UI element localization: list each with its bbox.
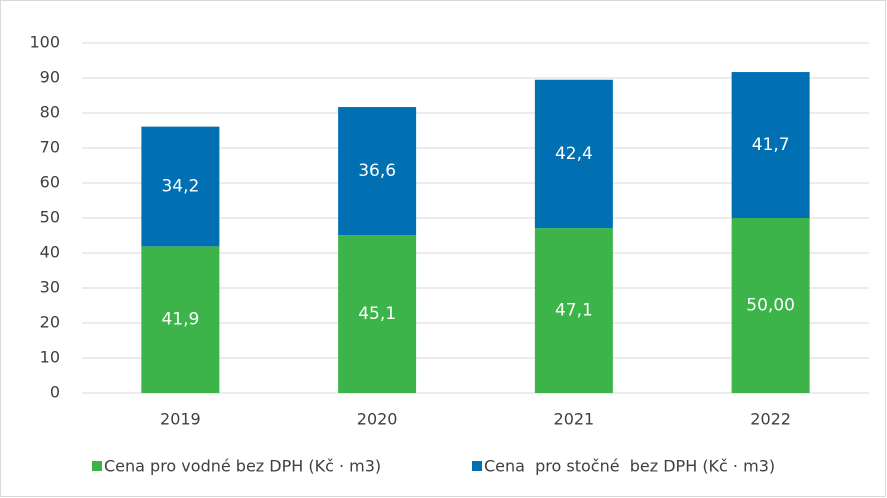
- bar-segment: [338, 235, 417, 393]
- data-label: 42,4: [555, 144, 593, 164]
- legend-swatch: [472, 461, 482, 471]
- y-tick-label: 40: [40, 243, 60, 262]
- y-tick-label: 50: [40, 208, 60, 227]
- bar-segment: [338, 107, 417, 236]
- legend-label: Cena pro stočné bez DPH (Kč · m3): [484, 457, 775, 476]
- data-label: 36,6: [358, 161, 396, 181]
- data-label: 41,7: [752, 135, 790, 155]
- bar-segment: [534, 79, 613, 229]
- data-label: 47,1: [555, 301, 593, 321]
- bar-segment: [141, 126, 220, 247]
- y-tick-label: 100: [29, 33, 60, 52]
- bar-segment: [731, 218, 810, 393]
- x-tick-label: 2022: [750, 410, 791, 429]
- y-tick-label: 60: [40, 173, 60, 192]
- bar-segment: [141, 246, 220, 393]
- bar-segment: [731, 72, 810, 218]
- y-tick-label: 70: [40, 138, 60, 157]
- x-tick-label: 2021: [554, 410, 595, 429]
- x-tick-label: 2020: [357, 410, 398, 429]
- legend-label: Cena pro vodné bez DPH (Kč · m3): [104, 457, 381, 476]
- y-tick-label: 90: [40, 68, 60, 87]
- y-tick-label: 30: [40, 278, 60, 297]
- data-label: 45,1: [358, 304, 396, 324]
- data-label: 41,9: [161, 310, 199, 330]
- y-tick-label: 20: [40, 313, 60, 332]
- x-tick-label: 2019: [160, 410, 201, 429]
- y-tick-label: 80: [40, 103, 60, 122]
- y-tick-label: 0: [50, 383, 60, 402]
- data-label: 50,00: [746, 296, 795, 316]
- y-tick-label: 10: [40, 348, 60, 367]
- bar-segment: [534, 228, 613, 393]
- data-label: 34,2: [161, 177, 199, 197]
- legend-swatch: [92, 461, 102, 471]
